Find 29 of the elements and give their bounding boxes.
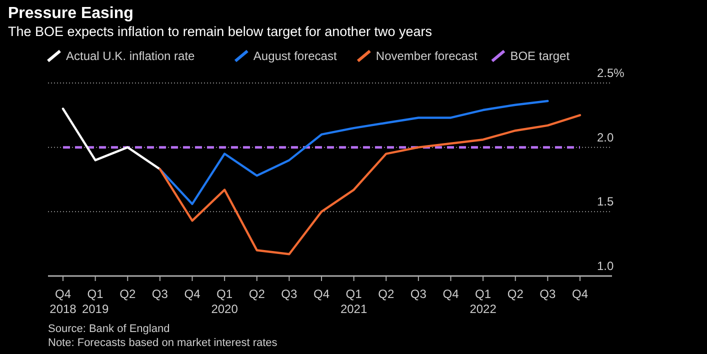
x-tick-label: Q3 (152, 287, 168, 301)
chart-title: Pressure Easing (8, 5, 134, 22)
text: Note: Forecasts based on market interest rates (48, 337, 278, 349)
legend-label: November forecast (376, 49, 478, 63)
x-tick-label: Q3 (281, 287, 298, 301)
x-tick-label: Q4 2018 (50, 287, 77, 316)
y-tick-label: 1.0 (597, 259, 614, 273)
x-tick-label: Q4 (442, 287, 460, 301)
y-tick-label: 1.5 (597, 194, 614, 209)
x-tick-label: Q4 (313, 287, 330, 301)
source-note: Source: Bank of England (48, 323, 170, 335)
x-tick-label: Q1 2022 (470, 287, 497, 316)
chart-subtitle: The BOE expects inflation to remain below target for another two years (8, 24, 432, 39)
y-tick-label: 2.0 (597, 130, 614, 144)
x-tick-label: Q3 (410, 287, 427, 301)
legend-label: BOE target (510, 49, 570, 63)
x-tick-label: Q2 (248, 287, 266, 301)
x-tick-label: Q1 2021 (340, 287, 368, 316)
x-tick-label: Q2 (378, 287, 394, 301)
x-tick-label: Q4 (184, 287, 201, 301)
x-tick-label: Q1 2019 (82, 287, 109, 316)
x-tick-label: Q4 (572, 287, 588, 301)
x-tick-label: Q3 (540, 287, 556, 301)
y-tick-label: 2.5% (597, 66, 625, 80)
x-tick-label: Q2 (120, 287, 136, 301)
legend-label: Actual U.K. inflation rate (66, 49, 196, 63)
x-tick-label: Q1 2020 (211, 287, 238, 316)
x-tick-label: Q2 (507, 287, 524, 301)
legend-label: August forecast (253, 49, 338, 63)
